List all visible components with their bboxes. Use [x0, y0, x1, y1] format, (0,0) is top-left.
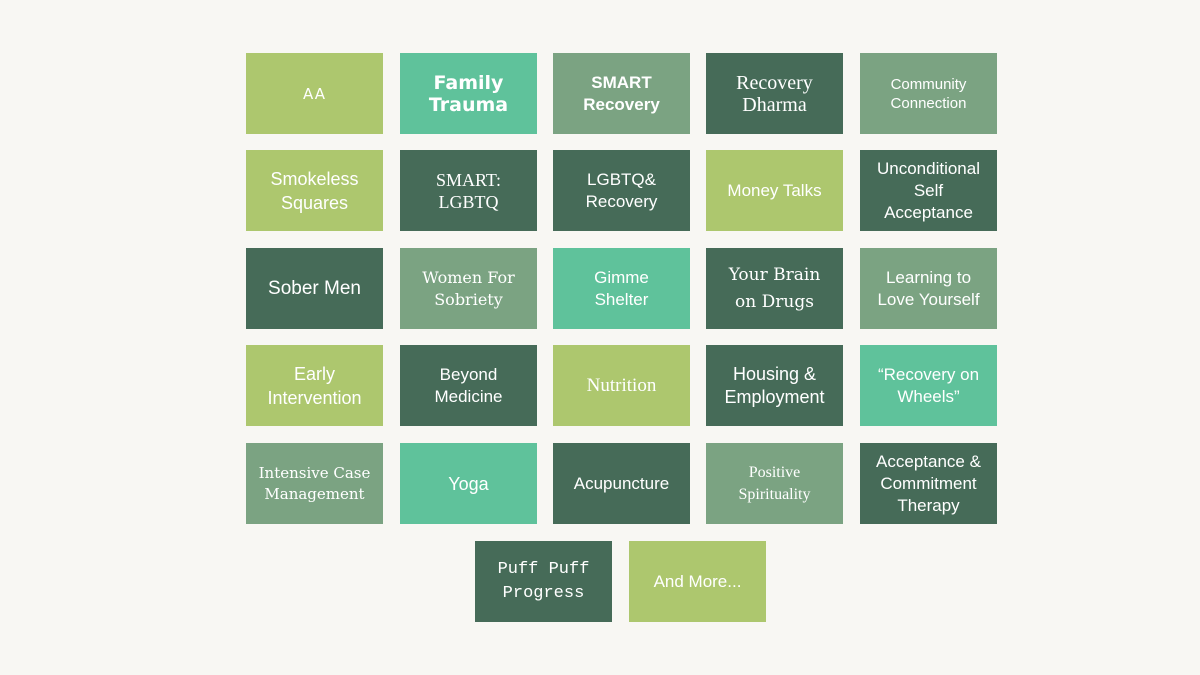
tile-lgbtq-recovery: LGBTQ& Recovery [553, 150, 690, 231]
tile-and-more: And More... [629, 541, 766, 622]
tile-puff-puff-progress: Puff Puff Progress [475, 541, 612, 622]
tile-acupuncture: Acupuncture [553, 443, 690, 524]
tile-gimme-shelter: Gimme Shelter [553, 248, 690, 329]
tile-recovery-dharma: Recovery Dharma [706, 53, 843, 134]
tile-unconditional-self-acceptance: Unconditional Self Acceptance [860, 150, 997, 231]
tile-women-for-sobriety: Women For Sobriety [400, 248, 537, 329]
tile-your-brain-on-drugs: Your Brain on Drugs [706, 248, 843, 329]
tile-recovery-on-wheels: “Recovery on Wheels” [860, 345, 997, 426]
tile-yoga: Yoga [400, 443, 537, 524]
tile-smart-recovery: SMART Recovery [553, 53, 690, 134]
tile-beyond-medicine: Beyond Medicine [400, 345, 537, 426]
tile-sober-men: Sober Men [246, 248, 383, 329]
tile-aa: AA [246, 53, 383, 134]
tile-money-talks: Money Talks [706, 150, 843, 231]
tile-smart-lgbtq: SMART: LGBTQ [400, 150, 537, 231]
tile-nutrition: Nutrition [553, 345, 690, 426]
tile-housing-employment: Housing & Employment [706, 345, 843, 426]
tile-intensive-case-management: Intensive Case Management [246, 443, 383, 524]
tile-smokeless-squares: Smokeless Squares [246, 150, 383, 231]
tile-learning-to-love-yourself: Learning to Love Yourself [860, 248, 997, 329]
tile-family-trauma: Family Trauma [400, 53, 537, 134]
tile-positive-spirituality: Positive Spirituality [706, 443, 843, 524]
tile-community-connection: Community Connection [860, 53, 997, 134]
tile-early-intervention: Early Intervention [246, 345, 383, 426]
tile-acceptance-commitment-therapy: Acceptance & Commitment Therapy [860, 443, 997, 524]
